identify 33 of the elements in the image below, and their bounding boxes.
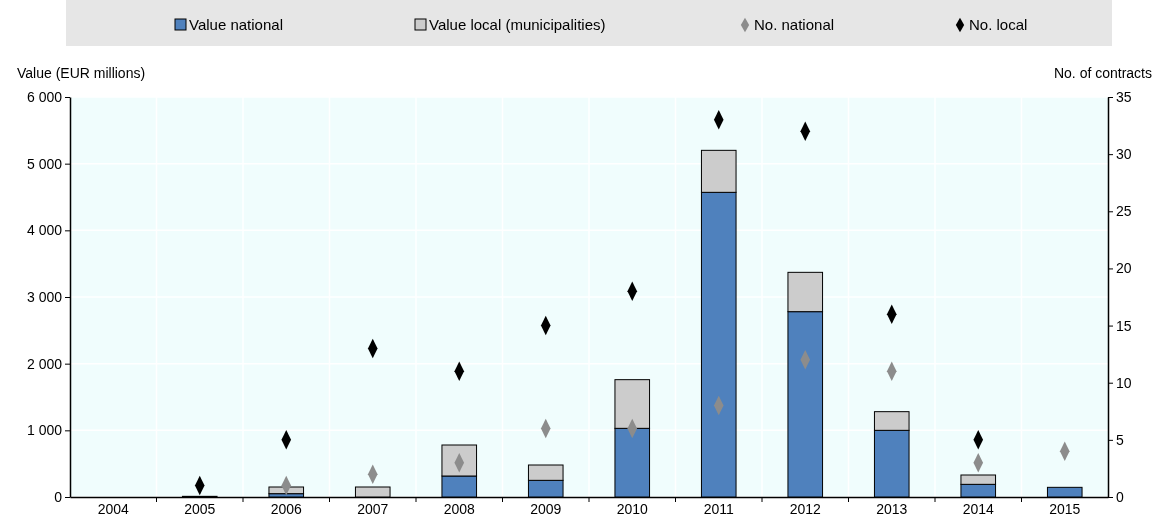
y2-tick-label: 15 [1116,317,1132,334]
legend-label: No. local [969,16,1028,33]
x-tick-label: 2005 [184,501,216,517]
x-tick-label: 2015 [1049,501,1081,517]
y2-tick-label: 0 [1116,488,1124,505]
x-tick-label: 2010 [616,501,649,517]
y-tick-label: 4 000 [26,222,63,239]
y-tick-label: 5 000 [26,155,63,172]
y2-tick-label: 30 [1116,146,1132,163]
y-tick-label: 3 000 [26,288,63,305]
x-tick-label: 2004 [97,501,130,517]
x-tick-label: 2013 [876,501,908,517]
y2-tick-label: 20 [1116,260,1132,277]
y2-tick-label: 35 [1116,88,1132,105]
x-tick-label: 2007 [357,501,389,517]
y-tick-label: 2 000 [26,355,63,372]
y2-axis-title: No. of contracts [1053,65,1152,81]
legend-label: Value national [189,16,283,33]
y-axis-title: Value (EUR millions) [17,65,146,81]
legend-label: Value local (municipalities) [429,16,606,33]
x-tick-label: 2011 [703,501,735,517]
y-tick-label: 6 000 [26,88,63,105]
y2-tick-label: 10 [1116,374,1132,391]
y2-tick-label: 5 [1116,431,1124,448]
y-tick-label: 1 000 [26,422,63,439]
x-tick-label: 2012 [789,501,822,517]
x-tick-label: 2008 [443,501,476,517]
x-tick-label: 2009 [530,501,562,517]
legend-label: No. national [754,16,835,33]
x-tick-label: 2014 [962,501,995,517]
y2-tick-label: 25 [1116,203,1132,220]
x-tick-label: 2006 [270,501,303,517]
y-tick-label: 0 [54,488,63,505]
